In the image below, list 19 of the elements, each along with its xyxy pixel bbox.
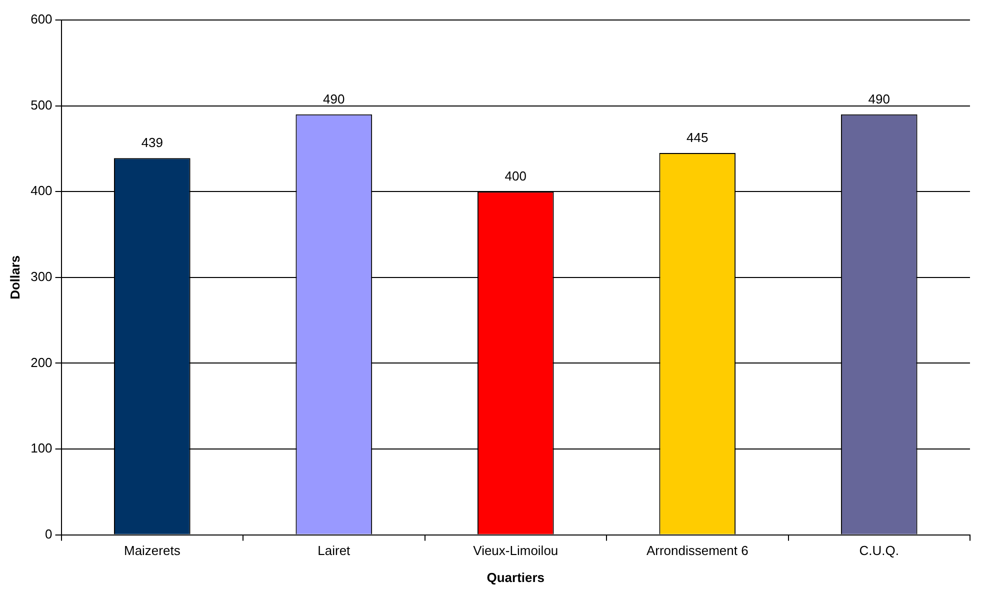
- y-tick-label: 400: [30, 183, 52, 198]
- x-axis-title: Quartiers: [486, 570, 545, 585]
- y-axis-title: Dollars: [7, 255, 22, 300]
- y-tick-label: 300: [30, 268, 52, 284]
- y-tick-label: 500: [30, 97, 52, 112]
- data-label: 400: [504, 168, 526, 184]
- x-tick-label: Arrondissement 6: [646, 543, 748, 558]
- y-tick-label: 200: [30, 354, 52, 370]
- x-tick-label: C.U.Q.: [859, 543, 899, 558]
- x-tick-label: Maizerets: [124, 543, 181, 558]
- data-label: 490: [323, 91, 345, 106]
- x-tick-label: Lairet: [318, 543, 351, 558]
- data-label: 439: [141, 135, 164, 150]
- data-label: 490: [868, 91, 890, 106]
- y-tick-label: 600: [30, 12, 52, 27]
- data-label: 445: [686, 130, 708, 146]
- y-tick-label: 0: [45, 526, 52, 542]
- y-tick-label: 100: [30, 440, 52, 456]
- x-tick-label: Vieux-Limoilou: [473, 543, 558, 558]
